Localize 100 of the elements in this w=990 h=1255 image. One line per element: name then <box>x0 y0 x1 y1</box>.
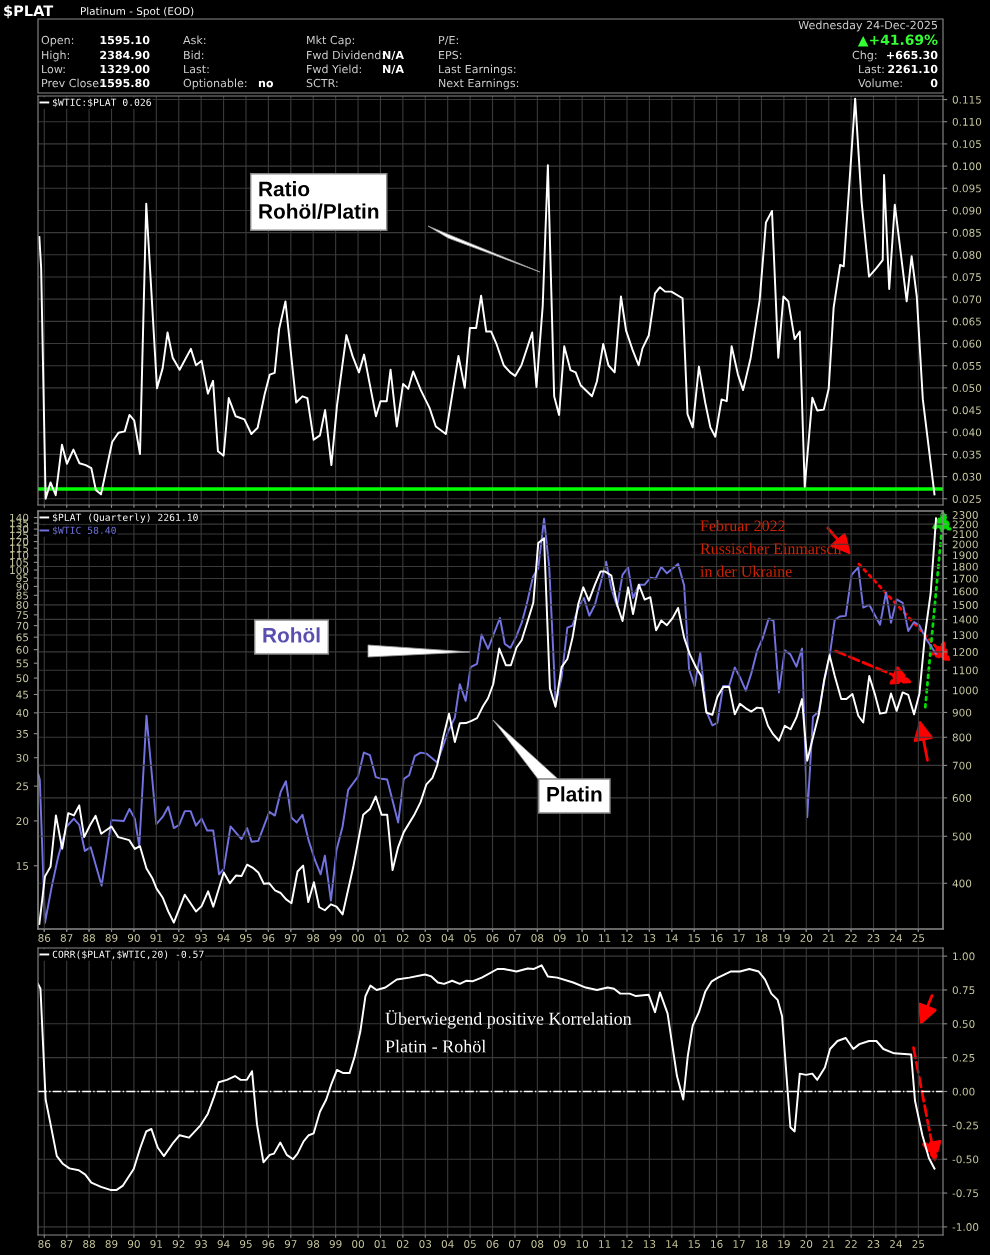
text: Bid: <box>184 50 204 60</box>
x-tick-label: 17 <box>733 934 745 942</box>
chart-subtitle: Platinum - Spot (EOD) <box>81 6 194 18</box>
text: 1595.80 <box>100 78 150 88</box>
x-tick-label: 02 <box>396 1240 409 1248</box>
x-tick-label: 97 <box>284 934 297 942</box>
x-tick-label: 91 <box>150 934 162 942</box>
x-tick-label: 10 <box>576 934 589 942</box>
text: ▲+41.69% <box>857 34 938 47</box>
x-tick-label: 97 <box>284 1240 297 1248</box>
x-tick-label: 88 <box>83 934 96 942</box>
x-tick-label: 90 <box>127 934 140 942</box>
text: no <box>258 80 274 88</box>
x-tick-label: 19 <box>778 934 790 942</box>
y-tick-label: 0.035 <box>952 450 981 459</box>
y-tick-label: 1900 <box>953 551 978 560</box>
x-tick-label: 10 <box>576 1240 589 1248</box>
y-tick-label: 1800 <box>953 562 978 571</box>
y-tick-label: 2300 <box>952 511 978 519</box>
text: Last Earnings: <box>439 64 516 76</box>
x-tick-label: 00 <box>352 934 364 942</box>
text: Last: <box>859 64 884 74</box>
text: Next Earnings: <box>439 78 519 90</box>
y-tick-label: 0.100 <box>952 162 982 171</box>
x-tick-label: 95 <box>240 934 252 942</box>
x-tick-label: 89 <box>105 934 118 942</box>
y-tick-label: 1500 <box>953 601 978 609</box>
annotation: Platin <box>547 786 602 802</box>
text: 0 <box>930 78 938 88</box>
x-tick-label: 04 <box>441 934 454 942</box>
y-tick-label: 0.00 <box>952 1087 975 1096</box>
y-tick-label: 0.75 <box>952 986 975 995</box>
x-tick-label: 06 <box>486 934 499 942</box>
y-tick-label: 35 <box>16 729 29 738</box>
legend-label: CORR($PLAT,$WTIC,20) -0.57 <box>52 950 204 960</box>
y-tick-label: 1600 <box>953 587 978 596</box>
y-tick-label: -0.25 <box>952 1121 979 1130</box>
x-tick-label: 90 <box>127 1240 140 1248</box>
annotation: Rohöl <box>263 627 320 643</box>
x-tick-label: 94 <box>217 1240 230 1248</box>
y-tick-label: 0.030 <box>952 472 982 481</box>
x-tick-label: 87 <box>60 934 73 942</box>
text: 1595.10 <box>100 35 150 45</box>
text: Fwd Dividend: <box>307 50 384 60</box>
x-tick-label: 99 <box>329 1240 342 1248</box>
text: +665.30 <box>886 50 938 60</box>
y-tick-label: 110 <box>10 551 29 560</box>
annotation: Ratio Rohöl/Platin <box>259 181 379 220</box>
y-tick-label: 0.055 <box>952 361 981 370</box>
x-tick-label: 15 <box>688 934 700 942</box>
y-tick-label: 40 <box>16 709 29 717</box>
y-tick-label: 0.25 <box>952 1053 975 1062</box>
y-tick-label: 70 <box>16 621 29 630</box>
y-tick-label: -0.50 <box>952 1155 979 1164</box>
text: N/A <box>383 50 404 61</box>
y-tick-label: 0.040 <box>952 428 982 437</box>
x-tick-label: 07 <box>508 1240 521 1248</box>
chart-title: $PLAT <box>4 4 54 19</box>
x-tick-label: 02 <box>396 934 409 942</box>
y-tick-label: 0.065 <box>952 317 981 326</box>
x-tick-label: 05 <box>464 934 476 942</box>
x-tick-label: 19 <box>778 1240 790 1248</box>
x-tick-label: 86 <box>38 1240 51 1248</box>
y-tick-label: 500 <box>952 832 972 841</box>
legend-label: $WTIC:$PLAT 0.026 <box>53 98 151 108</box>
y-tick-label: 0.070 <box>952 295 982 304</box>
y-tick-label: 0.50 <box>952 1020 975 1028</box>
y-tick-label: 1000 <box>953 686 978 695</box>
x-tick-label: 03 <box>419 934 432 942</box>
text: Last: <box>184 64 209 74</box>
text: Volume: <box>858 78 902 88</box>
x-tick-label: 14 <box>666 1240 678 1248</box>
y-tick-label: 700 <box>952 761 972 770</box>
x-tick-label: 98 <box>307 934 320 942</box>
x-tick-label: 93 <box>195 1240 207 1248</box>
x-tick-label: 89 <box>105 1240 118 1248</box>
y-tick-label: 50 <box>16 674 29 683</box>
x-tick-label: 12 <box>621 1240 633 1248</box>
text: High: <box>42 50 69 62</box>
text: Wednesday 24-Dec-2025 <box>798 20 938 32</box>
y-tick-label: 45 <box>16 690 29 699</box>
x-tick-label: 13 <box>643 934 656 942</box>
y-tick-label: 0.115 <box>952 95 981 104</box>
text: Chg: <box>852 50 877 62</box>
text: 2384.90 <box>100 50 150 60</box>
legend-label: $PLAT (Quarterly) 2261.10 <box>53 513 198 523</box>
x-tick-label: 22 <box>845 1240 857 1248</box>
y-tick-label: 75 <box>16 611 29 619</box>
x-tick-label: 01 <box>374 1240 387 1248</box>
x-tick-label: 96 <box>262 1240 275 1248</box>
y-tick-label: 0.025 <box>952 495 981 503</box>
x-tick-label: 08 <box>531 934 544 942</box>
y-tick-label: 1200 <box>953 648 978 656</box>
x-tick-label: 23 <box>867 1240 880 1248</box>
y-tick-label: 115 <box>10 544 29 553</box>
x-tick-label: 22 <box>845 934 857 942</box>
y-tick-label: 55 <box>16 659 29 668</box>
text: Prev Close: <box>42 78 102 88</box>
x-tick-label: 95 <box>240 1240 252 1248</box>
y-tick-label: 1300 <box>953 631 978 640</box>
